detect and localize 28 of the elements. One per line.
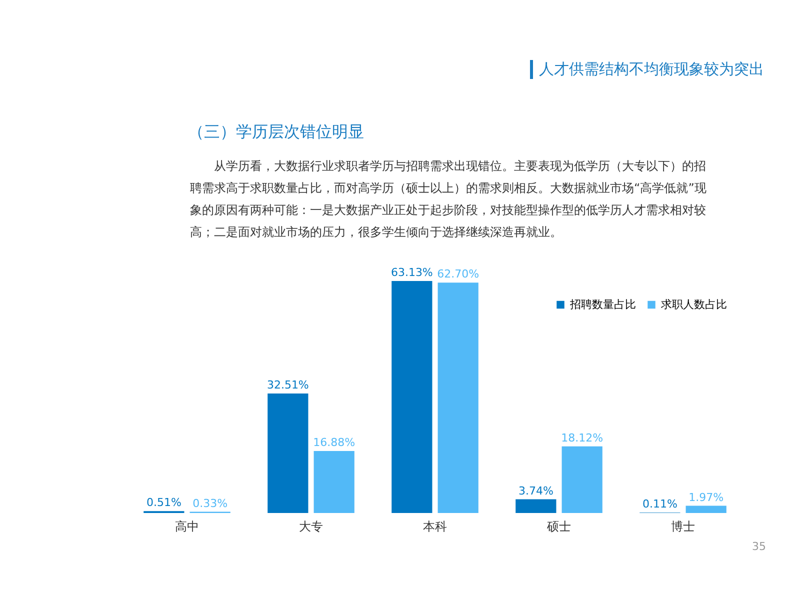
data-label: 0.11% bbox=[642, 498, 678, 511]
bar bbox=[314, 450, 354, 513]
x-tick-label: 博士 bbox=[671, 520, 695, 534]
bar bbox=[686, 506, 726, 513]
data-label: 0.51% bbox=[146, 496, 182, 510]
data-label: 32.51% bbox=[266, 378, 309, 392]
bar bbox=[438, 282, 478, 513]
text: 从学历看，大数据行业求职者学历与招聘需求出现错位。主要表现为低学历（大专以下）的招聘需求高于求职数量占比，而对高学历（硕士以上）的需求则相反。大数据就业市场“高学低就”现象的原因有两种可能：一是大数据产业正处于起步阶段，对技能型操作型的低学历人才需求相对较高；二是面对就业市场的压力，很多学生倾向于选择继续深造再就业。 bbox=[190, 158, 708, 241]
legend-label: 求职人数占比 bbox=[661, 298, 727, 311]
data-label: 3.74% bbox=[518, 484, 554, 498]
data-label: 0.33% bbox=[192, 496, 228, 510]
bar bbox=[516, 499, 556, 513]
legend-label: 招聘数量占比 bbox=[569, 298, 636, 311]
x-tick-label: 大专 bbox=[299, 520, 323, 534]
chart-title: 人才供需结构不均衡现象较为突出 bbox=[530, 60, 764, 79]
bar bbox=[268, 394, 308, 513]
chart-subtitle: （三）学历层次错位明显 bbox=[188, 122, 364, 143]
x-tick-label: 硕士 bbox=[546, 520, 571, 534]
data-label: 18.12% bbox=[561, 431, 604, 444]
x-tick-label: 本科 bbox=[423, 520, 447, 534]
bar bbox=[562, 446, 602, 513]
data-label: 63.13% bbox=[390, 266, 433, 279]
data-label: 62.70% bbox=[437, 268, 480, 281]
bar bbox=[392, 281, 432, 513]
text: 35 bbox=[752, 540, 766, 553]
x-tick-label: 高中 bbox=[175, 520, 199, 534]
data-label: 1.97% bbox=[688, 490, 724, 504]
data-label: 16.88% bbox=[313, 436, 356, 449]
